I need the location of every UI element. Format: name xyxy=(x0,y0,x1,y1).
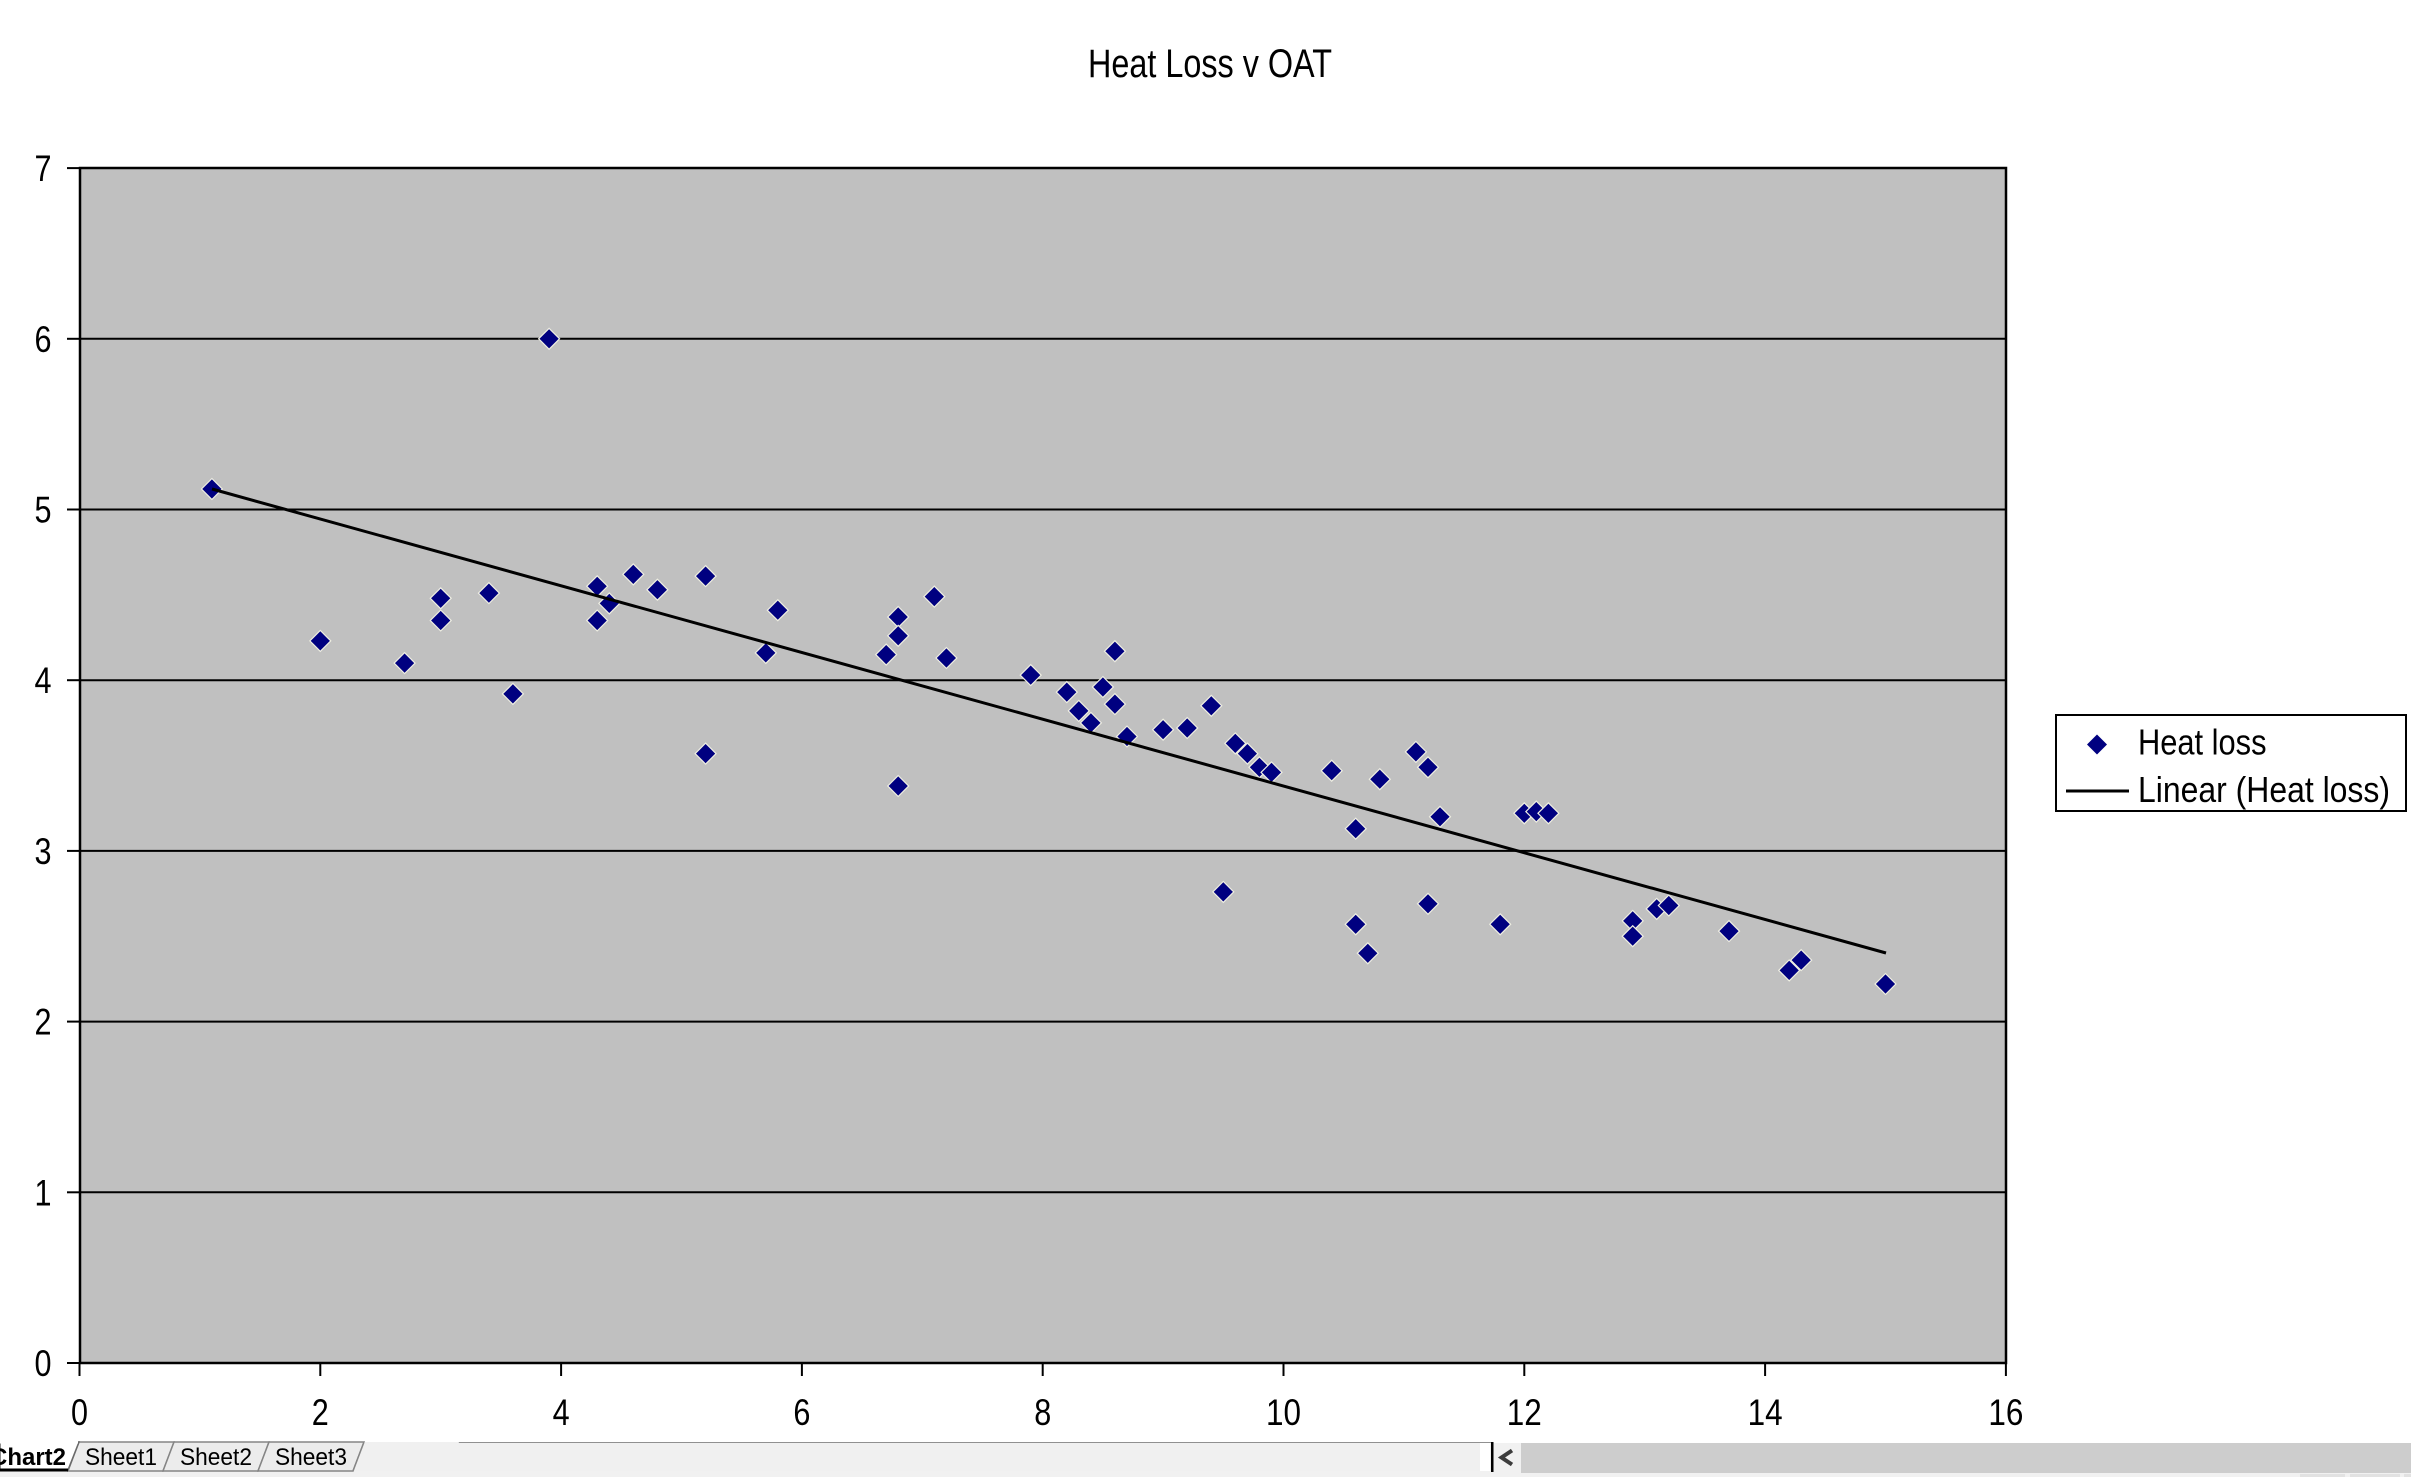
svg-text:0: 0 xyxy=(35,1343,52,1384)
svg-text:16: 16 xyxy=(1988,1392,2023,1433)
svg-text:10: 10 xyxy=(1266,1392,1301,1433)
svg-text:2: 2 xyxy=(312,1392,329,1433)
svg-text:Sheet2: Sheet2 xyxy=(180,1444,252,1471)
svg-text:14: 14 xyxy=(1748,1392,1783,1433)
svg-text:5: 5 xyxy=(35,490,52,531)
svg-text:0: 0 xyxy=(71,1392,88,1433)
svg-text:1: 1 xyxy=(35,1172,52,1213)
svg-text:Linear (Heat loss): Linear (Heat loss) xyxy=(2138,769,2390,810)
svg-text:4: 4 xyxy=(553,1392,570,1433)
svg-text:6: 6 xyxy=(793,1392,810,1433)
svg-text:Heat loss: Heat loss xyxy=(2138,722,2267,763)
svg-text:Sheet3: Sheet3 xyxy=(275,1444,347,1471)
svg-text:2: 2 xyxy=(35,1002,52,1043)
svg-text:Heat Loss v OAT: Heat Loss v OAT xyxy=(1088,42,1332,86)
svg-text:Sheet1: Sheet1 xyxy=(85,1444,157,1471)
svg-text:4: 4 xyxy=(35,660,52,701)
svg-text:8: 8 xyxy=(1034,1392,1051,1433)
svg-text:3: 3 xyxy=(35,831,52,872)
svg-text:6: 6 xyxy=(35,319,52,360)
svg-text:12: 12 xyxy=(1507,1392,1542,1433)
svg-text:7: 7 xyxy=(35,148,52,189)
svg-text:Chart2: Chart2 xyxy=(0,1444,66,1471)
